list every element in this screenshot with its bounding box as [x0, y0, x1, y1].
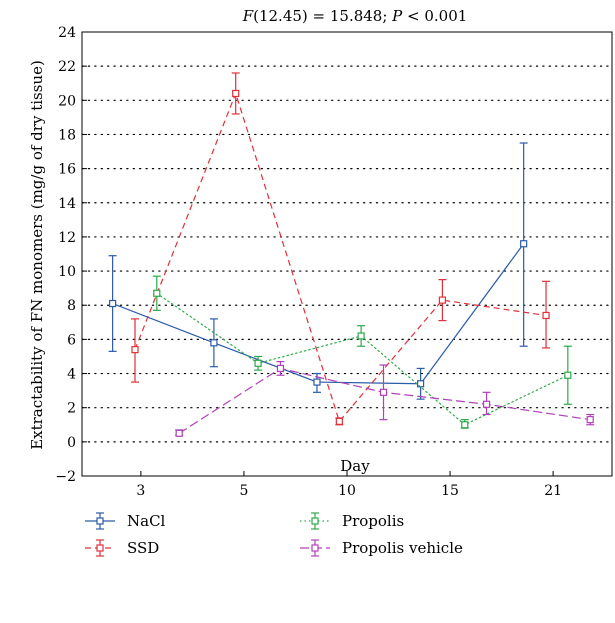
legend: NaCl SSD Propolis Propolis vehicle: [85, 512, 463, 557]
y-tick-label: 8: [67, 298, 76, 314]
x-tick-label: 10: [338, 483, 356, 499]
data-point-marker: [542, 311, 550, 320]
data-point-marker: [175, 429, 183, 437]
title-part-f: F: [242, 7, 254, 25]
title-part-p-value: < 0.001: [402, 7, 467, 25]
data-point-marker: [313, 378, 321, 386]
data-point-marker: [335, 417, 343, 425]
series-line: [134, 91, 547, 423]
data-point-marker: [131, 346, 139, 354]
data-point-marker: [520, 240, 528, 248]
chart-title: F(12.45) = 15.848; P < 0.001: [242, 7, 468, 25]
series-propolis-vehicle: [175, 360, 595, 437]
x-tick-label: 5: [239, 483, 248, 499]
y-axis-label: Extractability of FN monomers (mg/g of d…: [28, 60, 46, 450]
title-part-stat: (12.45) = 15.848;: [253, 7, 392, 25]
title-part-p: P: [391, 7, 403, 25]
x-tick-label: 15: [441, 483, 459, 499]
y-tick-label: 18: [58, 127, 76, 143]
y-tick-label: 0: [67, 435, 76, 451]
plot-frame: [81, 31, 613, 477]
series-layer: [108, 72, 595, 437]
y-tick-label: 22: [58, 59, 76, 75]
data-point-marker: [438, 296, 446, 304]
grid: [81, 65, 613, 443]
legend-label: SSD: [127, 539, 159, 557]
data-point-marker: [417, 380, 425, 388]
legend-marker: [311, 517, 319, 525]
legend-item: Propolis vehicle: [300, 539, 463, 557]
data-point-marker: [461, 421, 469, 429]
x-tick-label: 3: [136, 483, 145, 499]
data-point-marker: [109, 299, 117, 308]
data-point-marker: [357, 332, 365, 340]
series-ssd: [131, 72, 551, 426]
series-propolis: [152, 275, 572, 429]
series-line: [178, 367, 591, 434]
x-tick-label: 21: [544, 483, 562, 499]
legend-item: NaCl: [85, 512, 166, 530]
data-point-marker: [210, 339, 218, 347]
series-line: [112, 243, 525, 385]
data-point-marker: [586, 416, 594, 424]
data-point-marker: [564, 371, 572, 379]
data-point-marker: [379, 388, 388, 396]
y-tick-label: 24: [58, 25, 76, 41]
legend-marker: [311, 544, 319, 552]
y-tick-label: 10: [58, 264, 76, 280]
y-tick-label: 14: [58, 196, 76, 212]
y-tick-label: 2: [67, 401, 76, 417]
data-point-marker: [254, 359, 262, 367]
y-tick-label: 20: [58, 93, 76, 109]
y-tick-label: 6: [67, 332, 76, 348]
y-tick-label: 4: [67, 367, 76, 383]
x-axis-label: Day: [340, 457, 370, 475]
legend-label: Propolis vehicle: [342, 539, 463, 557]
y-tick-label: 12: [58, 230, 76, 246]
y-tick-label: −2: [55, 469, 76, 485]
legend-marker: [96, 544, 104, 552]
legend-label: NaCl: [127, 512, 166, 530]
legend-item: Propolis: [300, 512, 404, 530]
legend-item: SSD: [85, 539, 159, 557]
data-point-marker: [276, 364, 285, 373]
data-point-marker: [153, 289, 161, 297]
y-tick-label: 16: [58, 162, 76, 178]
legend-label: Propolis: [342, 512, 404, 530]
series-nacl: [108, 142, 528, 400]
legend-marker: [96, 517, 104, 525]
series-line: [156, 292, 569, 426]
data-point-marker: [482, 400, 491, 408]
data-point-marker: [232, 89, 240, 98]
